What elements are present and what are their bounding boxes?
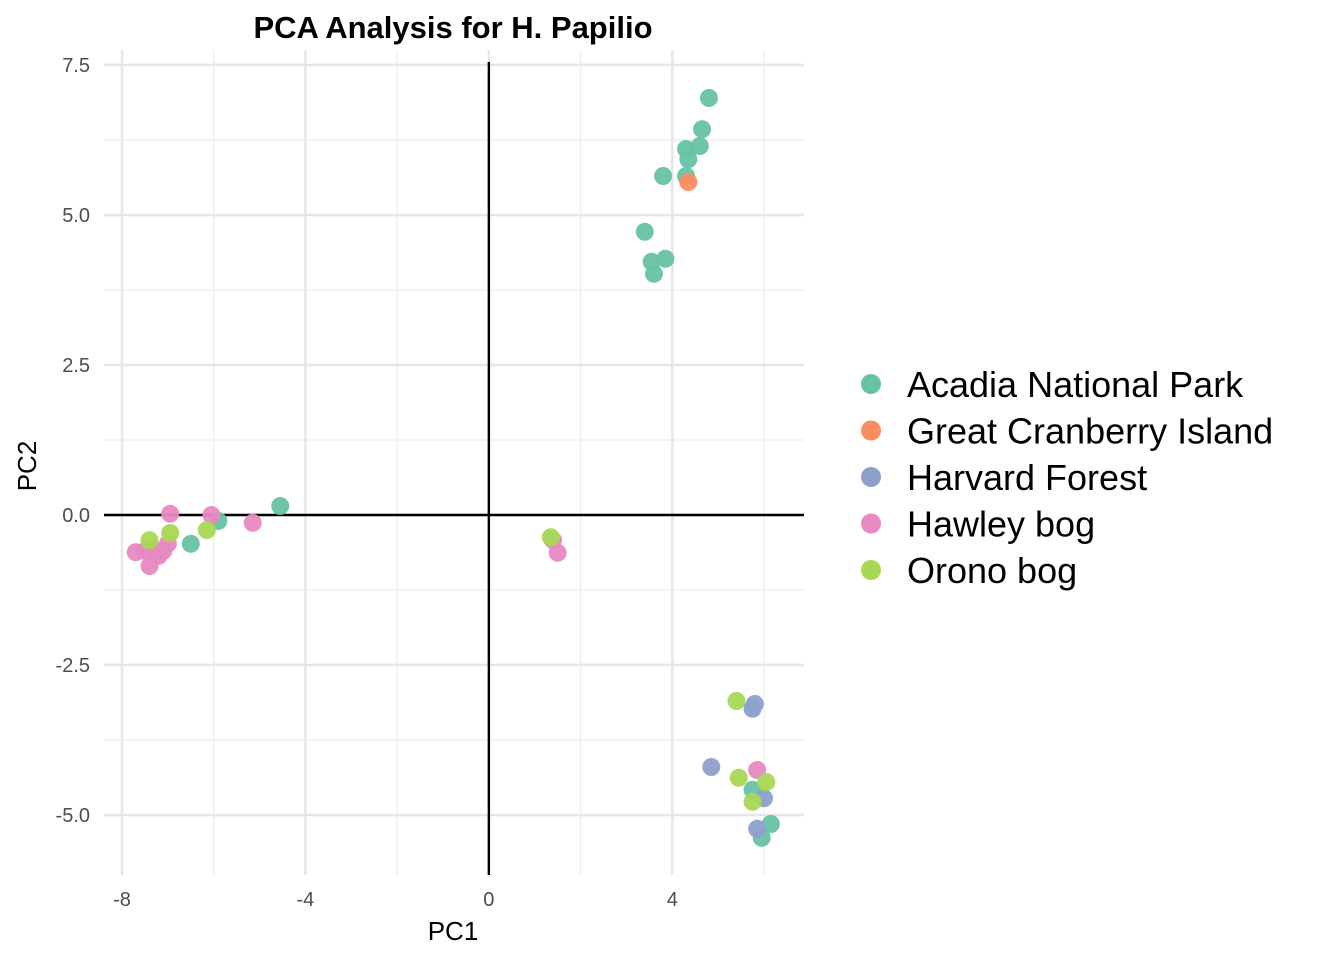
data-point-acadia-national-park (690, 137, 709, 155)
reference-lines (104, 62, 804, 875)
data-point-acadia-national-park (761, 815, 780, 833)
y-tick-label: 0.0 (62, 505, 90, 527)
grid-layer (104, 50, 804, 875)
data-point-hawley-bog (140, 557, 159, 575)
legend-label: Hawley bog (907, 504, 1095, 545)
data-point-acadia-national-park (679, 150, 698, 169)
y-tick-label: 5.0 (62, 205, 90, 227)
x-axis-title: PC1 (428, 916, 479, 946)
data-point-hawley-bog (243, 513, 262, 532)
data-point-hawley-bog (161, 504, 180, 523)
legend-key-harvard-forest (861, 467, 881, 487)
legend-label: Acadia National Park (907, 364, 1244, 405)
legend-label: Harvard Forest (907, 457, 1147, 498)
y-tick-labels: 7.5 5.0 2.5 0.0 -2.5 -5.0 (56, 55, 90, 827)
data-point-orono-bog (197, 521, 216, 539)
data-point-hawley-bog (202, 506, 221, 524)
data-point-harvard-forest (748, 819, 767, 838)
data-point-acadia-national-park (635, 222, 654, 241)
y-tick-label: 7.5 (62, 55, 90, 77)
data-point-acadia-national-park (181, 534, 200, 553)
x-tick-label: -8 (113, 889, 131, 911)
data-point-acadia-national-park (644, 264, 663, 283)
chart-title: PCA Analysis for H. Papilio (253, 10, 652, 45)
data-point-acadia-national-park (654, 167, 673, 185)
y-axis-title: PC2 (12, 441, 42, 492)
data-point-acadia-national-park (699, 89, 718, 107)
x-tick-label: 4 (667, 889, 678, 911)
data-point-orono-bog (161, 524, 180, 542)
legend-label: Great Cranberry Island (907, 411, 1273, 452)
legend-key-orono-bog (861, 560, 881, 580)
legend: Acadia National Park Great Cranberry Isla… (861, 364, 1273, 591)
data-point-orono-bog (757, 773, 776, 791)
legend-key-great-cranberry-island (861, 420, 881, 441)
legend-label: Orono bog (907, 550, 1077, 591)
data-point-acadia-national-park (656, 249, 675, 268)
data-point-harvard-forest (702, 758, 721, 776)
data-point-acadia-national-park (271, 497, 290, 515)
data-point-orono-bog (729, 768, 748, 787)
data-point-great-cranberry-island (679, 173, 698, 191)
data-point-orono-bog (743, 792, 762, 811)
y-tick-label: -2.5 (56, 655, 90, 677)
y-tick-label: 2.5 (62, 355, 90, 377)
data-point-orono-bog (541, 528, 560, 547)
legend-key-hawley-bog (861, 513, 881, 534)
data-point-acadia-national-park (693, 120, 712, 139)
y-tick-label: -5.0 (56, 805, 90, 827)
legend-key-acadia-national-park (861, 374, 881, 394)
data-point-orono-bog (140, 531, 159, 550)
x-tick-label: 0 (483, 889, 494, 911)
data-point-hawley-bog (548, 543, 567, 562)
x-tick-labels: -8 -4 0 4 (113, 889, 678, 911)
data-point-orono-bog (727, 692, 746, 710)
x-tick-label: -4 (297, 889, 315, 911)
data-points (126, 89, 780, 847)
data-point-harvard-forest (743, 699, 762, 718)
